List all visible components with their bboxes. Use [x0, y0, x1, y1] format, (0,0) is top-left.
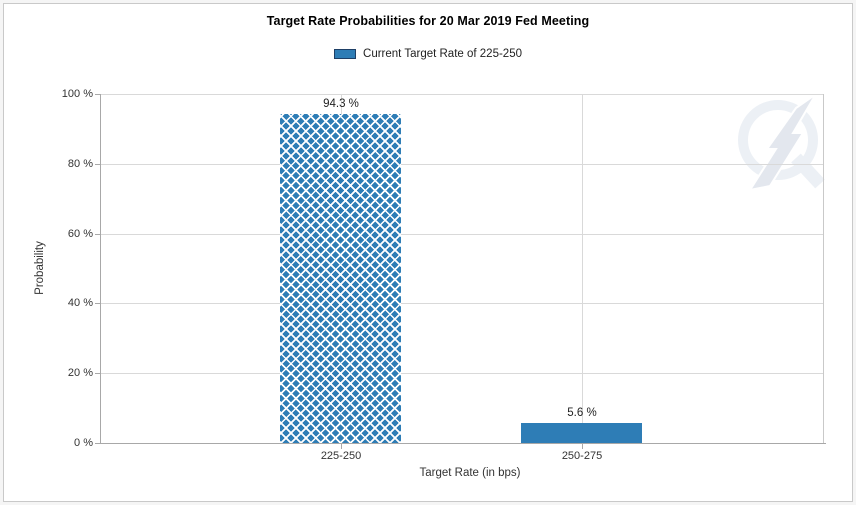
y-tick-mark — [95, 373, 100, 374]
chart-title: Target Rate Probabilities for 20 Mar 201… — [266, 14, 590, 28]
bar-value-label: 5.6 % — [567, 407, 597, 419]
x-tick-mark — [582, 444, 583, 449]
x-tick-label: 250-275 — [561, 450, 603, 462]
h-gridline — [100, 164, 823, 165]
quikstrike-lightning-q-logo-icon — [738, 93, 825, 192]
bar — [521, 423, 642, 443]
h-gridline — [100, 94, 823, 95]
x-tick-mark — [341, 444, 342, 449]
y-tick-label: 80 % — [67, 158, 93, 170]
h-gridline — [100, 373, 823, 374]
x-axis-line — [95, 443, 826, 444]
plot-right-border — [823, 94, 824, 443]
y-tick-label: 0 % — [74, 437, 93, 449]
h-gridline — [100, 303, 823, 304]
y-tick-label: 60 % — [67, 228, 93, 240]
y-tick-label: 100 % — [61, 88, 93, 100]
bar-value-label: 94.3 % — [323, 98, 359, 110]
y-tick-mark — [95, 94, 100, 95]
y-axis-title: Probability — [34, 241, 46, 295]
legend-swatch-hatch-icon — [334, 49, 357, 59]
x-tick-label: 225-250 — [320, 450, 362, 462]
y-tick-mark — [95, 164, 100, 165]
legend-label: Current Target Rate of 225-250 — [363, 48, 522, 60]
v-gridline — [582, 94, 583, 443]
bar — [280, 114, 401, 443]
y-tick-label: 20 % — [67, 367, 93, 379]
y-tick-label: 40 % — [67, 297, 93, 309]
y-tick-mark — [95, 234, 100, 235]
h-gridline — [100, 234, 823, 235]
x-axis-title: Target Rate (in bps) — [419, 467, 521, 479]
y-axis-line — [100, 94, 101, 443]
legend[interactable]: Current Target Rate of 225-250 — [0, 48, 856, 60]
y-tick-mark — [95, 303, 100, 304]
